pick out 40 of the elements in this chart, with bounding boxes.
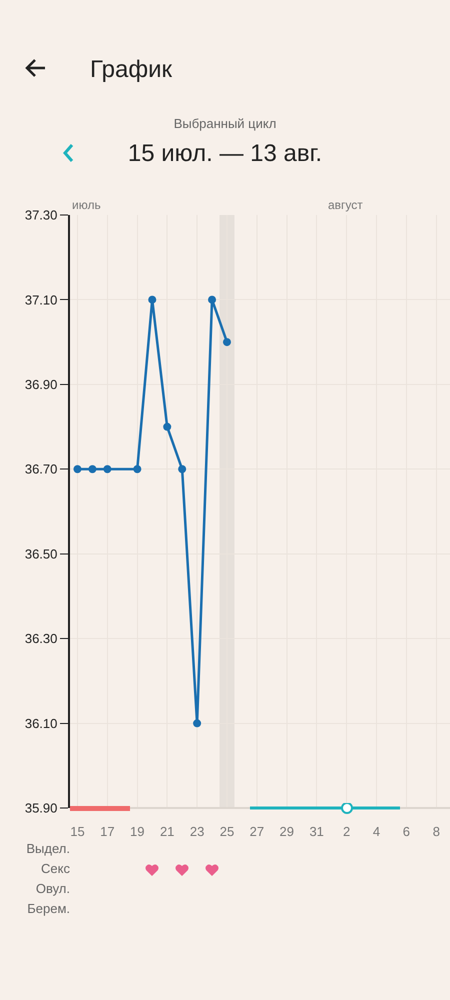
point xyxy=(73,465,82,474)
x-tick-label: 6 xyxy=(402,824,410,839)
x-tick-label: 21 xyxy=(160,824,174,839)
point xyxy=(208,296,216,304)
x-tick-label: 15 xyxy=(70,824,85,839)
point xyxy=(148,296,156,304)
y-tick-label: 37.10 xyxy=(24,292,58,308)
y-tick-label: 36.70 xyxy=(24,462,58,477)
x-tick-label: 25 xyxy=(220,824,234,839)
text: Выдел. xyxy=(26,841,70,856)
x-tick-label: 4 xyxy=(372,824,380,839)
point xyxy=(222,338,231,346)
text: Секс xyxy=(41,861,70,876)
x-tick-label: 27 xyxy=(250,824,264,839)
point xyxy=(103,465,112,474)
point xyxy=(163,422,172,431)
y-tick-label: 37.30 xyxy=(24,208,58,223)
point xyxy=(133,465,142,474)
text: Берем. xyxy=(27,901,70,916)
x-tick-label: 17 xyxy=(100,824,115,839)
point xyxy=(193,719,202,728)
y-tick-label: 35.90 xyxy=(24,800,58,816)
chart-title: 15 июл. — 13 авг. xyxy=(126,140,324,168)
x-tick-label: 31 xyxy=(309,824,324,839)
text: Овул. xyxy=(36,881,70,896)
y-tick-label: 36.30 xyxy=(24,631,58,646)
x-tick-label: 29 xyxy=(280,824,294,839)
y-tick-label: 36.90 xyxy=(24,376,58,392)
x-tick-label: 23 xyxy=(190,824,204,839)
y-tick-label: 36.50 xyxy=(24,546,58,562)
point xyxy=(178,465,186,474)
text: август xyxy=(328,198,363,212)
point xyxy=(88,465,96,474)
text: июль xyxy=(72,198,101,212)
y-tick-label: 36.10 xyxy=(24,716,58,731)
x-tick-label: 19 xyxy=(130,824,145,839)
text: График xyxy=(90,56,172,84)
chart-subtitle: Выбранный цикл xyxy=(172,116,278,131)
x-tick-label: 2 xyxy=(342,824,350,839)
x-tick-label: 8 xyxy=(432,824,440,839)
